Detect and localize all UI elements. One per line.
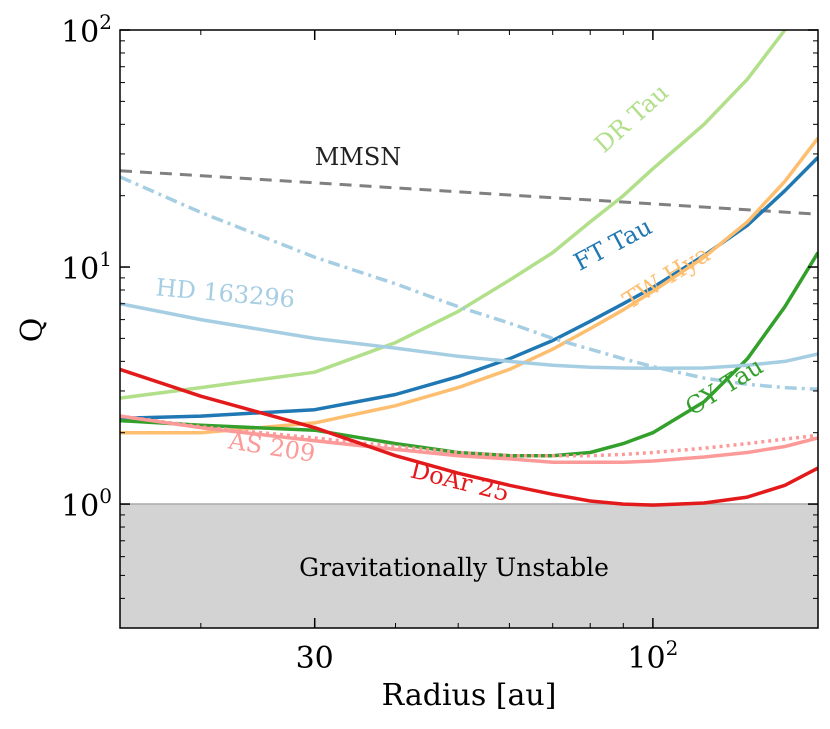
series-line-as-209 (120, 414, 818, 465)
y-tick-label: 101 (61, 247, 112, 287)
series-line-as-209-dotted (120, 414, 818, 458)
x-tick-label: 102 (627, 636, 678, 676)
series-layer (120, 30, 818, 507)
series-label-cy-tau: CY Tau (681, 352, 769, 421)
y-tick-label: 102 (61, 10, 112, 50)
unstable-region-label: Gravitationally Unstable (299, 553, 609, 582)
series-line-hd-163296 (120, 301, 818, 371)
series-label-as-209: AS 209 (226, 426, 318, 467)
x-tick-label: 30 (296, 641, 334, 676)
series-line-doar-25 (120, 367, 818, 507)
unstable-region (120, 504, 818, 628)
tick-layer: 30 102 100 101 102 (61, 10, 818, 676)
unstable-region-layer: Gravitationally Unstable (120, 503, 818, 628)
series-line-ft-tau (120, 156, 818, 421)
series-line-mmsn (120, 169, 818, 216)
series-label-hd-163296: HD 163296 (155, 273, 296, 313)
x-axis-label: Radius [au] (382, 678, 557, 713)
series-label-mmsn: MMSN (315, 143, 402, 171)
series-label-ft-tau: FT Tau (569, 212, 656, 276)
plot-frame (119, 29, 819, 629)
series-line-hd-163296-dash-dot (120, 175, 818, 392)
series-line-tw-hya (120, 137, 818, 435)
series-label-tw-hya: TW Hya (618, 240, 715, 315)
y-axis-label: Q (15, 318, 50, 343)
series-label-doar-25: DoAr 25 (408, 456, 512, 508)
series-label-dr-tau: DR Tau (589, 78, 674, 158)
y-tick-label: 100 (61, 484, 112, 524)
axes-layer (119, 29, 819, 629)
series-line-dr-tau (120, 30, 788, 400)
